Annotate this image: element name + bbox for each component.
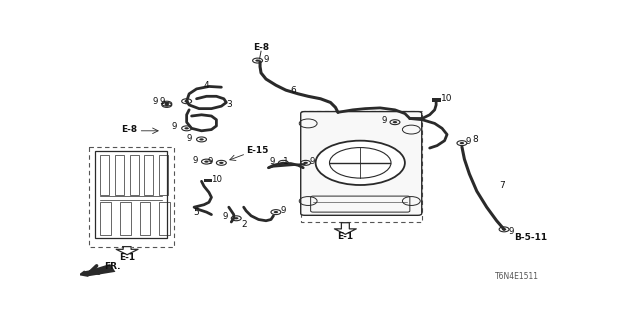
Text: E-8: E-8 bbox=[253, 43, 269, 52]
Text: 9: 9 bbox=[207, 157, 213, 166]
Bar bbox=[431, 98, 440, 102]
Circle shape bbox=[502, 228, 506, 230]
Circle shape bbox=[303, 162, 308, 164]
Bar bbox=[145, 156, 154, 195]
Text: 3: 3 bbox=[227, 100, 232, 109]
Bar bbox=[95, 150, 167, 238]
Bar bbox=[301, 111, 422, 222]
Circle shape bbox=[204, 161, 209, 163]
Text: 5: 5 bbox=[193, 208, 199, 217]
Bar bbox=[159, 202, 170, 236]
Text: 9: 9 bbox=[172, 122, 177, 131]
Text: 9: 9 bbox=[381, 116, 387, 125]
Text: 7: 7 bbox=[499, 180, 505, 189]
Bar bbox=[100, 156, 109, 195]
Circle shape bbox=[164, 104, 169, 106]
Circle shape bbox=[274, 211, 278, 213]
Bar bbox=[140, 202, 150, 236]
Text: 9: 9 bbox=[159, 97, 164, 106]
Text: B-5-11: B-5-11 bbox=[514, 234, 547, 243]
Circle shape bbox=[234, 217, 239, 220]
Text: E-15: E-15 bbox=[246, 146, 269, 155]
Text: 9: 9 bbox=[187, 134, 192, 143]
Circle shape bbox=[460, 142, 464, 144]
Text: 9: 9 bbox=[223, 212, 228, 221]
Text: T6N4E1511: T6N4E1511 bbox=[495, 272, 538, 281]
FancyArrow shape bbox=[78, 267, 115, 277]
Text: 9: 9 bbox=[466, 137, 471, 146]
Bar bbox=[159, 156, 168, 195]
Text: 6: 6 bbox=[291, 86, 296, 95]
Text: 9: 9 bbox=[152, 98, 158, 107]
Bar bbox=[120, 202, 131, 236]
Bar bbox=[100, 202, 111, 236]
Text: 2: 2 bbox=[241, 220, 246, 229]
Text: E-1: E-1 bbox=[119, 253, 135, 262]
Bar bbox=[89, 147, 174, 247]
Circle shape bbox=[219, 162, 223, 164]
Circle shape bbox=[316, 141, 405, 185]
Circle shape bbox=[164, 103, 169, 105]
Text: E-1: E-1 bbox=[337, 232, 353, 241]
Text: 9: 9 bbox=[193, 156, 198, 164]
Circle shape bbox=[184, 127, 189, 130]
FancyBboxPatch shape bbox=[301, 112, 422, 215]
Text: FR.: FR. bbox=[104, 262, 120, 271]
Circle shape bbox=[393, 121, 397, 123]
Bar bbox=[204, 179, 212, 182]
Text: 8: 8 bbox=[473, 135, 479, 144]
Text: E-8: E-8 bbox=[121, 125, 138, 134]
Text: 9: 9 bbox=[310, 157, 315, 166]
Text: 10: 10 bbox=[211, 175, 223, 184]
Text: 1: 1 bbox=[283, 156, 289, 166]
Text: 4: 4 bbox=[204, 81, 209, 90]
Text: 9: 9 bbox=[281, 206, 286, 215]
Text: 9: 9 bbox=[269, 157, 275, 166]
Circle shape bbox=[184, 100, 189, 102]
Text: 10: 10 bbox=[440, 94, 452, 103]
Bar bbox=[115, 156, 124, 195]
Circle shape bbox=[199, 138, 204, 140]
Text: 9: 9 bbox=[264, 55, 269, 64]
Circle shape bbox=[255, 60, 260, 62]
Bar bbox=[129, 156, 138, 195]
Circle shape bbox=[281, 162, 285, 164]
Text: 9: 9 bbox=[508, 227, 513, 236]
